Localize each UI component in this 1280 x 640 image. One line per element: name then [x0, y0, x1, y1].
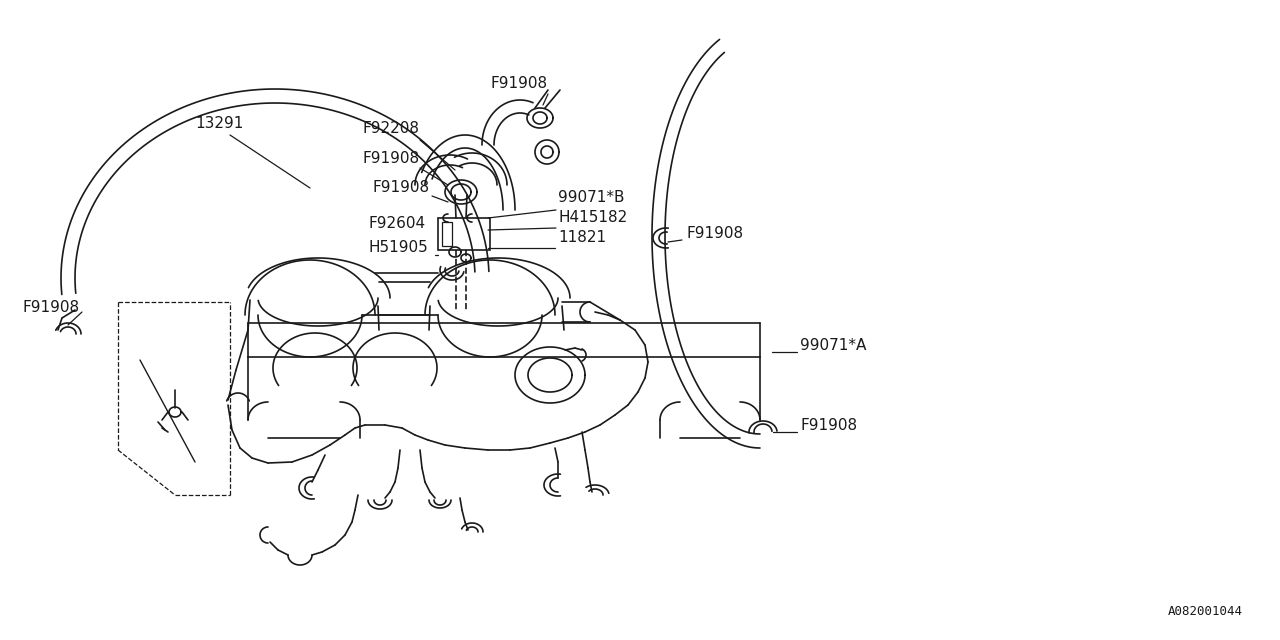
Text: F91908: F91908: [686, 226, 744, 241]
Bar: [438, 218, 490, 250]
Text: 99071*B: 99071*B: [558, 190, 625, 205]
Text: 13291: 13291: [195, 116, 243, 131]
Text: H415182: H415182: [558, 210, 627, 225]
Text: F91908: F91908: [800, 418, 858, 433]
Text: F91908: F91908: [372, 180, 429, 195]
Text: F92604: F92604: [369, 216, 425, 231]
Text: A082001044: A082001044: [1169, 605, 1243, 618]
Bar: [442, 222, 452, 246]
Text: F92208: F92208: [362, 121, 419, 136]
Text: F91908: F91908: [362, 151, 419, 166]
Text: 99071*A: 99071*A: [800, 338, 867, 353]
Text: F91908: F91908: [22, 300, 79, 315]
Text: H51905: H51905: [369, 240, 428, 255]
Text: F91908: F91908: [490, 76, 547, 91]
Text: 11821: 11821: [558, 230, 607, 245]
